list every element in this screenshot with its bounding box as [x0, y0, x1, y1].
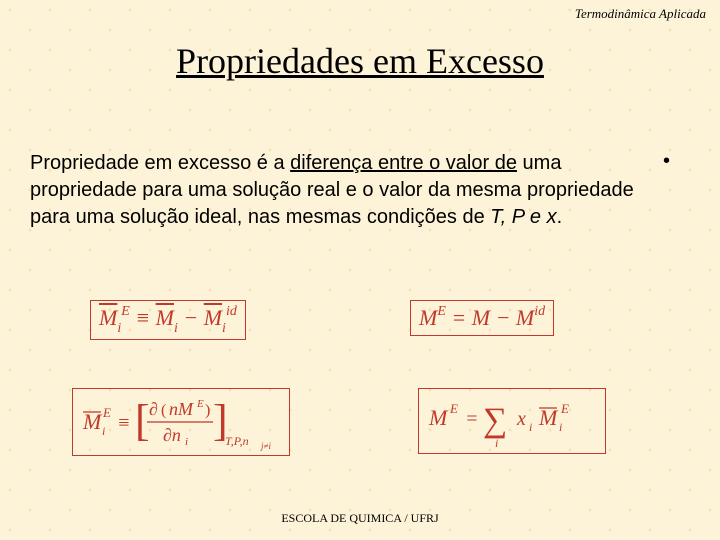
slide-content: Termodinâmica Aplicada Propriedades em E… — [0, 0, 720, 540]
svg-text:j≠i: j≠i — [260, 441, 271, 451]
def-text-pre: Propriedade em excesso é a — [30, 152, 290, 174]
equation-total-excess: ME = M − Mid — [410, 300, 554, 336]
svg-text:E: E — [102, 405, 111, 420]
svg-text:): ) — [205, 402, 210, 419]
svg-text:∂n: ∂n — [163, 425, 181, 445]
def-text-underline: diferença entre o valor de — [290, 152, 517, 174]
svg-text:T,P,n: T,P,n — [225, 434, 249, 448]
equation-partial-derivative: M i E ≡ [ ∂ ( nM E ) ∂n i ] T,P,n j≠i — [72, 388, 290, 456]
eq4-svg: M E = ∑ i x i M i E — [427, 393, 597, 449]
svg-text:=: = — [465, 408, 479, 430]
svg-text:M: M — [538, 405, 559, 430]
svg-text:i: i — [529, 420, 532, 434]
definition-paragraph: Propriedade em excesso é a diferença ent… — [30, 150, 670, 231]
svg-text:M: M — [82, 409, 103, 434]
equation-partial-molar-excess: MiE ≡ Mi − Miid — [90, 300, 246, 340]
eq2-formula: ME = M − Mid — [419, 305, 545, 330]
def-tail: . — [557, 206, 563, 228]
svg-text:i: i — [185, 436, 188, 448]
def-vars: T, P e x — [490, 206, 556, 228]
svg-text:E: E — [560, 401, 569, 416]
svg-text:nM: nM — [169, 399, 194, 419]
svg-text:i: i — [495, 436, 498, 449]
equation-sum: M E = ∑ i x i M i E — [418, 388, 606, 454]
eq1-formula: MiE ≡ Mi − Miid — [99, 305, 237, 330]
svg-text:E: E — [449, 401, 458, 416]
course-header: Termodinâmica Aplicada — [575, 6, 706, 22]
svg-text:E: E — [196, 398, 204, 410]
svg-text:(: ( — [161, 402, 166, 419]
footer-text: ESCOLA DE QUIMICA / UFRJ — [0, 511, 720, 526]
svg-text:∑: ∑ — [483, 402, 507, 439]
eq3-svg: M i E ≡ [ ∂ ( nM E ) ∂n i ] T,P,n j≠i — [81, 393, 281, 451]
svg-text:≡: ≡ — [117, 412, 131, 434]
svg-text:∂: ∂ — [149, 399, 158, 419]
slide-title: Propriedades em Excesso — [0, 40, 720, 82]
svg-text:[: [ — [135, 396, 150, 445]
svg-text:i: i — [559, 420, 562, 434]
svg-text:x: x — [516, 408, 526, 430]
svg-text:i: i — [102, 424, 105, 438]
svg-text:M: M — [428, 405, 449, 430]
